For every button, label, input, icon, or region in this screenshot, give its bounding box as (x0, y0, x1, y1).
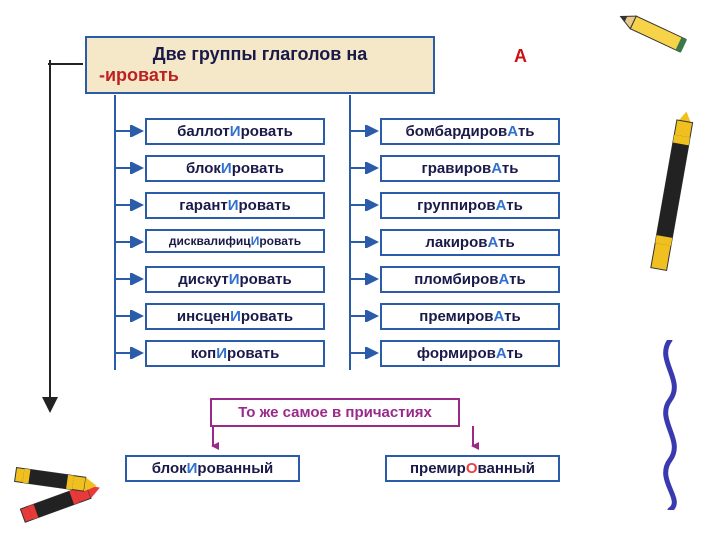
arrow-right-1 (350, 162, 380, 174)
arrow-left-2 (115, 199, 145, 211)
arrow-right-5 (350, 310, 380, 322)
word-right-5: премировАть (380, 303, 560, 330)
word-left-5: инсценИровать (145, 303, 325, 330)
pencil-icon (610, 6, 710, 66)
arrow-right-4 (350, 273, 380, 285)
word-right-2: группировАть (380, 192, 560, 219)
arrow-left-1 (115, 162, 145, 174)
arrow-left-4 (115, 273, 145, 285)
participle-arrow-right (467, 426, 479, 454)
title-box: Две группы глаголов на-ировать (85, 36, 435, 94)
participle-title: То же самое в причастиях (210, 398, 460, 427)
title-connector (48, 60, 87, 68)
arrow-right-0 (350, 125, 380, 137)
marker-a: А (514, 46, 527, 67)
main-down-arrow (42, 60, 58, 419)
crayon-icon (640, 110, 700, 300)
word-right-6: формировАть (380, 340, 560, 367)
arrow-right-3 (350, 236, 380, 248)
arrow-left-3 (115, 236, 145, 248)
word-left-1: блокИровать (145, 155, 325, 182)
arrow-right-6 (350, 347, 380, 359)
word-left-0: баллотИровать (145, 118, 325, 145)
word-left-3: дисквалифицИровать (145, 229, 325, 253)
title-line2: -ировать (99, 65, 421, 86)
participle-left: блокИрованный (125, 455, 300, 482)
arrow-left-5 (115, 310, 145, 322)
arrow-left-6 (115, 347, 145, 359)
crayons-bl-icon (6, 444, 116, 534)
arrow-right-2 (350, 199, 380, 211)
word-left-4: дискутИровать (145, 266, 325, 293)
word-right-4: пломбировАть (380, 266, 560, 293)
participle-arrow-left (207, 426, 219, 454)
word-right-3: лакировАть (380, 229, 560, 256)
wiggle-icon (650, 340, 690, 510)
word-left-6: копИровать (145, 340, 325, 367)
participle-right: премирОванный (385, 455, 560, 482)
title-line1: Две группы глаголов на (99, 44, 421, 65)
arrow-left-0 (115, 125, 145, 137)
word-right-1: гравировАть (380, 155, 560, 182)
word-left-2: гарантИровать (145, 192, 325, 219)
word-right-0: бомбардировАть (380, 118, 560, 145)
